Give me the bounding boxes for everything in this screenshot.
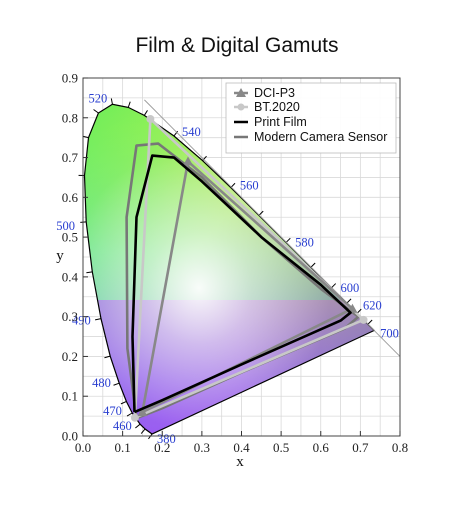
wavelength-tick — [86, 271, 93, 274]
series-marker-bt2020 — [130, 413, 139, 422]
wavelength-tick — [93, 109, 99, 114]
series-marker-bt2020 — [359, 315, 368, 324]
y-tick-label: 0.8 — [62, 110, 78, 125]
wavelength-label: 460 — [113, 419, 132, 433]
y-tick-label: 0.1 — [62, 389, 78, 404]
y-tick-label: 0.6 — [62, 190, 79, 205]
wavelength-tick — [367, 319, 373, 325]
wavelength-tick — [104, 355, 111, 359]
wavelength-label: 540 — [182, 125, 201, 139]
series-line-print-film — [131, 154, 352, 414]
x-tick-label: 0.6 — [313, 440, 330, 455]
wavelength-tick — [82, 135, 89, 139]
y-tick-label: 0.2 — [62, 349, 78, 364]
wavelength-label: 500 — [56, 219, 75, 233]
wavelength-label: 480 — [92, 376, 111, 390]
legend-box — [225, 82, 397, 154]
y-tick-label: 0.9 — [62, 71, 78, 86]
y-tick-label: 0.0 — [62, 429, 78, 444]
wavelength-label: 580 — [295, 235, 314, 249]
x-tick-label: 0.8 — [392, 440, 408, 455]
wavelength-tick — [113, 382, 120, 386]
axes: 0.0 0.1 0.2 0.3 0.4 0.5 0.6 0.7 0.8 0.0 0.1 0.2 0.3 0… — [62, 71, 408, 456]
legend-label-print-film: Print Film — [254, 115, 307, 129]
legend-item-bt2020: BT.2020 — [234, 100, 300, 114]
y-tick-label: 0.7 — [62, 150, 79, 165]
x-tick-label: 0.0 — [75, 440, 91, 455]
wavelength-tick — [285, 237, 291, 243]
wavelength-tick — [120, 401, 127, 405]
series-marker-bt2020 — [146, 114, 155, 123]
x-tick-label: 0.3 — [194, 440, 210, 455]
wavelength-tick — [202, 155, 207, 161]
wavelength-tick — [346, 298, 352, 304]
legend-marker-circle-icon — [237, 103, 245, 111]
y-tick-label: 0.4 — [62, 269, 79, 284]
wavelength-tick — [310, 262, 316, 268]
wavelength-label: 470 — [103, 404, 122, 418]
wavelength-tick — [126, 412, 133, 417]
wavelength-tick — [110, 98, 113, 105]
series-line-bt-2020 — [133, 117, 365, 419]
x-axis-label: x — [236, 454, 244, 470]
wavelength-label: 560 — [240, 179, 259, 193]
wavelength-tick — [331, 283, 337, 289]
legend-item-print-film: Print Film — [234, 115, 307, 129]
series-marker-dci-p3 — [137, 407, 148, 417]
wavelength-tick — [127, 101, 131, 108]
wavelength-label: 700 — [380, 326, 399, 340]
legend: DCI-P3 BT.2020 Print Film Modern Camera … — [225, 82, 397, 154]
wavelength-tick — [140, 428, 146, 434]
chart-title: Film & Digital Gamuts — [135, 34, 338, 57]
legend-label-dci-p3: DCI-P3 — [254, 86, 295, 100]
wavelength-label: 620 — [363, 298, 382, 312]
y-tick-label: 0.3 — [62, 309, 78, 324]
legend-item-dci-p3: DCI-P3 — [234, 86, 295, 100]
legend-item-modern-camera-sensor: Modern Camera Sensor — [234, 130, 387, 144]
legend-label-modern-camera-sensor: Modern Camera Sensor — [254, 130, 387, 144]
legend-marker-triangle-icon — [236, 88, 246, 97]
y-tick-label: 0.5 — [62, 230, 78, 245]
wavelength-tick — [95, 318, 102, 321]
y-axis-label: y — [56, 248, 64, 264]
wavelength-label: 520 — [88, 91, 107, 105]
wavelength-label: 600 — [340, 281, 359, 295]
legend-label-bt2020: BT.2020 — [254, 100, 300, 114]
x-tick-label: 0.7 — [352, 440, 369, 455]
x-tick-label: 0.1 — [115, 440, 131, 455]
wavelength-tick — [258, 210, 264, 216]
x-tick-label: 0.2 — [154, 440, 170, 455]
gamut-series — [125, 114, 368, 422]
series-marker-dci-p3 — [183, 156, 194, 166]
x-tick-label: 0.4 — [233, 440, 250, 455]
x-tick-label: 0.5 — [273, 440, 289, 455]
wavelength-tick — [143, 110, 148, 116]
wavelength-tick — [135, 423, 141, 429]
